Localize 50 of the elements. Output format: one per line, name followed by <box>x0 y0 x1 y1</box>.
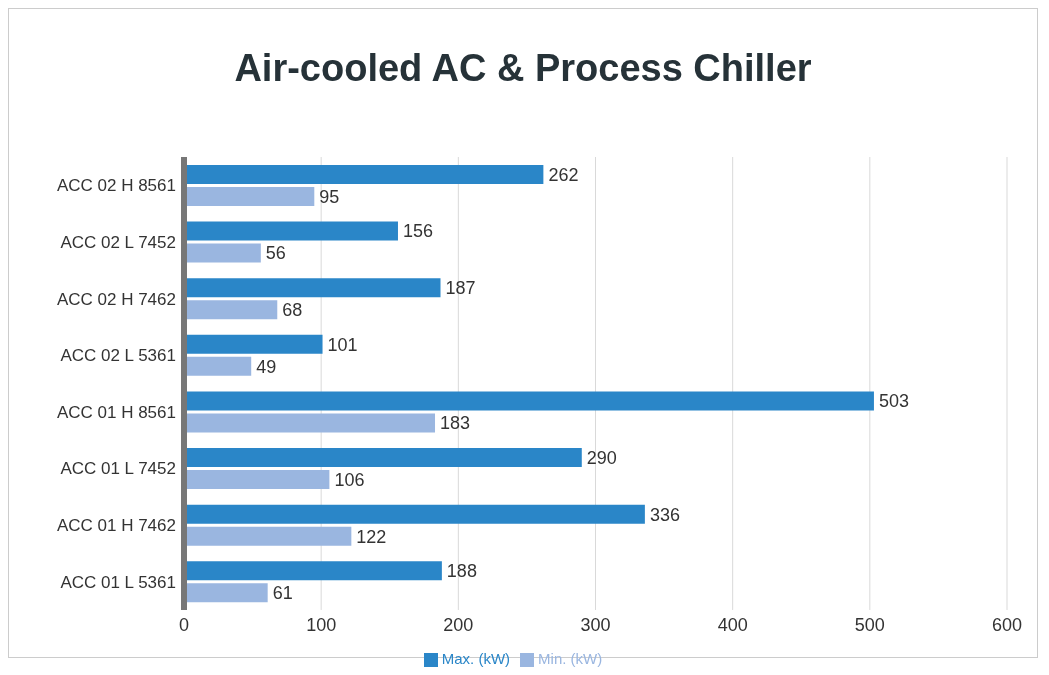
data-label: 262 <box>548 164 579 185</box>
bar <box>184 504 645 524</box>
y-tick-label: ACC 02 L 7452 <box>60 232 176 252</box>
data-label: 101 <box>327 334 358 355</box>
data-label: 188 <box>446 561 477 582</box>
data-label: 122 <box>356 526 387 547</box>
data-label: 56 <box>265 243 286 264</box>
data-label: 68 <box>282 300 303 321</box>
bar <box>184 300 278 320</box>
y-tick-label: ACC 02 L 5361 <box>60 346 176 366</box>
data-label: 503 <box>878 391 909 412</box>
y-tick-label: ACC 01 L 7452 <box>60 459 176 479</box>
bar <box>184 470 330 490</box>
data-label: 187 <box>445 278 476 299</box>
data-label: 290 <box>586 447 617 468</box>
x-tick-label: 500 <box>854 614 885 635</box>
bar <box>184 164 544 184</box>
data-label: 49 <box>256 356 277 377</box>
x-tick-label: 600 <box>991 614 1023 635</box>
y-tick-label: ACC 01 H 8561 <box>56 402 176 422</box>
data-label: 106 <box>334 469 365 490</box>
bar <box>184 413 436 433</box>
legend-label: Max. (kW) <box>441 649 511 667</box>
y-tick-label: ACC 01 L 5361 <box>60 572 176 592</box>
data-label: 183 <box>440 413 471 434</box>
chart-title: Air-cooled AC & Process Chiller <box>233 46 813 91</box>
x-tick-label: 300 <box>580 614 611 635</box>
bar <box>184 186 315 206</box>
bar <box>184 391 874 411</box>
y-tick-label: ACC 02 H 8561 <box>56 176 176 196</box>
legend-label: Min. (kW) <box>538 649 603 667</box>
bar <box>184 334 323 354</box>
x-tick-label: 100 <box>306 614 337 635</box>
data-label: 61 <box>272 583 293 604</box>
y-tick-label: ACC 01 H 7462 <box>56 516 176 536</box>
bar <box>184 356 252 376</box>
x-tick-label: 400 <box>717 614 748 635</box>
bar <box>184 243 261 263</box>
data-label: 95 <box>319 186 340 207</box>
y-tick-label: ACC 02 H 7462 <box>56 289 176 309</box>
bar <box>184 583 268 603</box>
data-label: 156 <box>402 221 434 242</box>
bar <box>184 278 441 298</box>
x-tick-label: 200 <box>443 614 474 635</box>
x-tick-label: 0 <box>178 614 190 635</box>
data-label: 336 <box>649 504 680 525</box>
bar <box>184 221 398 241</box>
bar <box>184 448 582 468</box>
bar <box>184 526 352 546</box>
bar <box>184 561 442 581</box>
